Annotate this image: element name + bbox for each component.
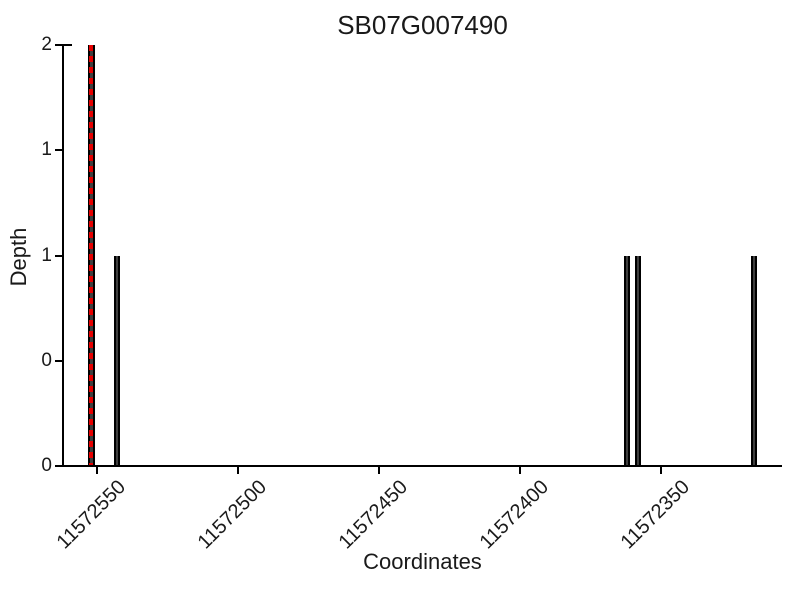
x-tick: [518, 467, 521, 474]
x-tick-label: 11572550: [52, 476, 131, 554]
x-axis-label: Coordinates: [363, 549, 482, 574]
y-tick: [55, 254, 62, 257]
y-tick-label: 0: [41, 349, 52, 371]
x-tick-label: 11572500: [193, 476, 272, 554]
x-tick: [659, 467, 662, 474]
y-tick-label: 1: [41, 139, 52, 161]
y-tick: [55, 44, 62, 46]
y-tick: [55, 359, 62, 362]
y-axis-label: Depth: [6, 227, 31, 287]
y-tick: [55, 149, 62, 152]
chart-title: SB07G007490: [337, 10, 508, 40]
y-axis-spine: [62, 44, 64, 467]
x-tick-label: 11572400: [475, 476, 554, 554]
depth-bar: [623, 255, 630, 465]
x-axis-spine: [62, 465, 782, 467]
depth-bar: [635, 255, 642, 465]
y-tick-label: 2: [41, 34, 52, 55]
y-axis-top-cap: [62, 44, 72, 46]
y-tick: [55, 465, 62, 467]
depth-bar: [750, 255, 757, 465]
x-tick-label: 11572450: [334, 476, 413, 554]
x-tick: [236, 467, 239, 474]
x-tick: [377, 467, 380, 474]
x-tick: [95, 467, 98, 474]
y-tick-label: 1: [41, 244, 52, 266]
depth-bar: [113, 255, 120, 465]
x-tick-label: 11572350: [616, 476, 695, 554]
y-tick-label: 0: [41, 455, 52, 476]
marker-dashed-line: [89, 45, 94, 465]
